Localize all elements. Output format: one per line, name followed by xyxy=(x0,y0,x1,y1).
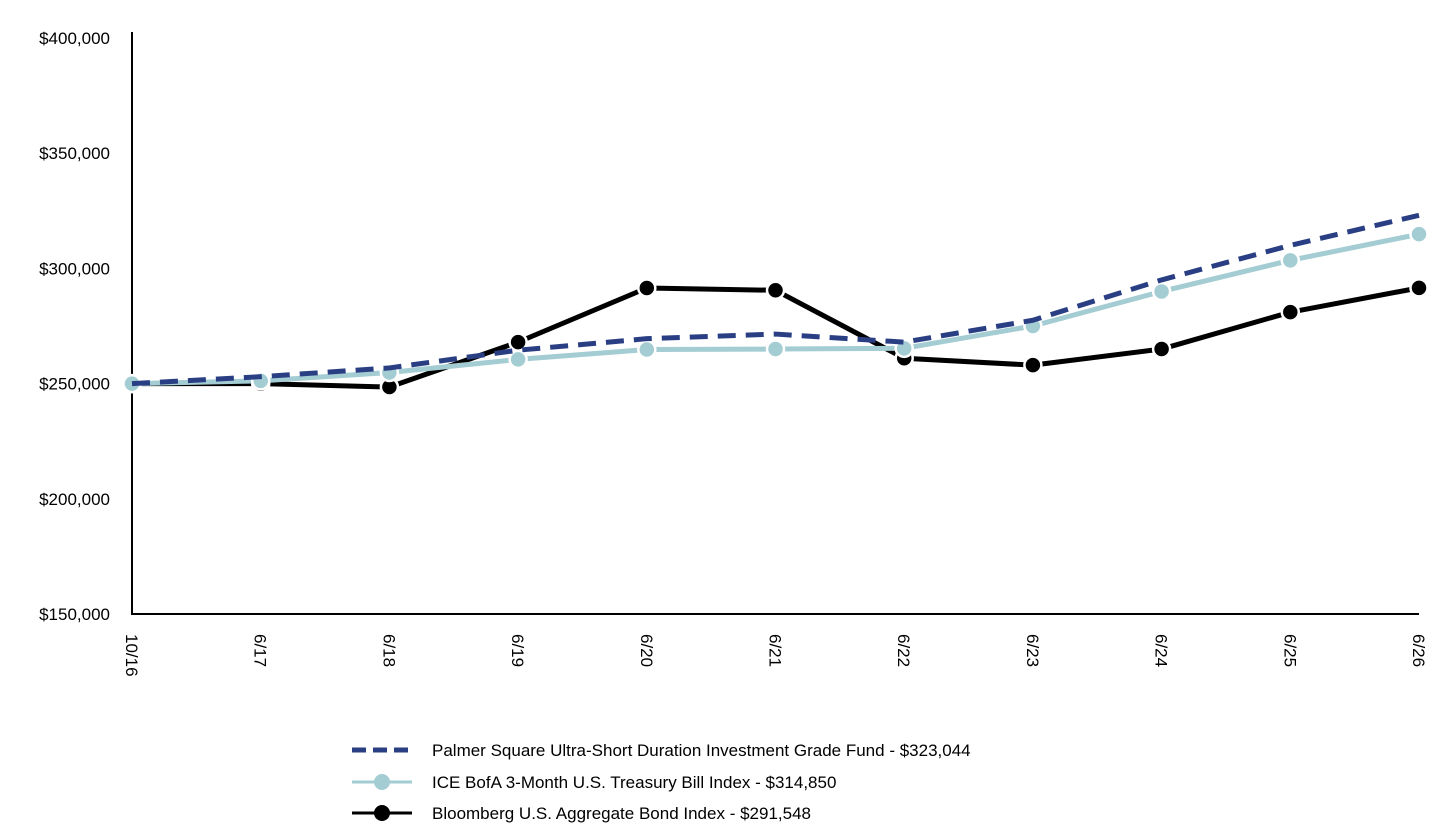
x-axis-tick-labels: 10/16 6/17 6/18 6/19 6/20 6/21 6/22 6/23 6/24 6/2… xyxy=(122,634,1428,677)
series-point xyxy=(637,278,657,298)
x-tick-label: 6/18 xyxy=(379,634,398,667)
x-tick-label: 6/21 xyxy=(766,634,785,667)
series-point xyxy=(1409,278,1429,298)
series-point xyxy=(1280,302,1301,322)
series-point xyxy=(765,339,786,359)
series-line xyxy=(132,285,1420,390)
x-tick-label: 6/19 xyxy=(508,634,527,667)
legend-swatch-marker xyxy=(374,805,390,821)
y-tick-label: $350,000 xyxy=(39,144,110,163)
series-point xyxy=(1023,355,1043,375)
x-tick-label: 6/24 xyxy=(1152,634,1171,667)
x-tick-label: 6/26 xyxy=(1409,634,1428,667)
series-line xyxy=(131,231,1420,387)
legend-entry-label: Palmer Square Ultra-Short Duration Inves… xyxy=(432,741,971,760)
series-layer xyxy=(122,212,1429,397)
x-tick-label: 6/23 xyxy=(1023,634,1042,667)
legend-entry-label: Bloomberg U.S. Aggregate Bond Index - $2… xyxy=(432,804,811,823)
y-tick-label: $400,000 xyxy=(39,29,110,48)
y-tick-label: $200,000 xyxy=(39,490,110,509)
series-point xyxy=(637,339,657,360)
x-tick-label: 6/25 xyxy=(1280,634,1299,667)
y-tick-label: $150,000 xyxy=(39,605,110,624)
series-point xyxy=(508,349,528,370)
y-tick-label: $300,000 xyxy=(39,259,110,278)
legend: Palmer Square Ultra-Short Duration Inves… xyxy=(352,741,971,823)
series-point xyxy=(765,280,786,301)
x-tick-label: 10/16 xyxy=(122,634,141,677)
series-point xyxy=(1151,281,1172,302)
y-tick-label: $250,000 xyxy=(39,375,110,394)
series-line xyxy=(131,212,1420,387)
y-axis-tick-labels: $150,000 $200,000 $250,000 $300,000 $350,000… xyxy=(39,29,110,624)
series-point xyxy=(1409,224,1429,244)
x-tick-label: 6/20 xyxy=(637,634,656,667)
legend-swatch-marker xyxy=(374,774,390,790)
x-tick-label: 6/17 xyxy=(251,634,270,667)
series-point xyxy=(1151,339,1172,359)
series-point xyxy=(1280,250,1301,271)
legend-entry-label: ICE BofA 3-Month U.S. Treasury Bill Inde… xyxy=(432,773,836,792)
x-tick-label: 6/22 xyxy=(894,634,913,667)
